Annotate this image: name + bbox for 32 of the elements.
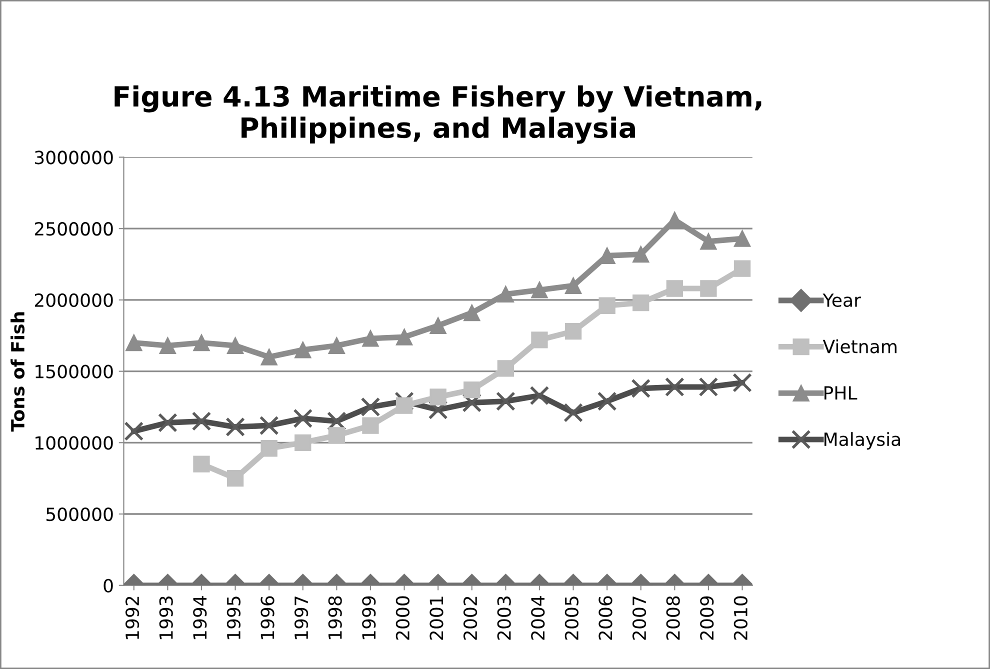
- x-tick-label: 2004: [531, 596, 545, 640]
- legend-label: PHL: [824, 386, 858, 400]
- x-tick-label: 2000: [396, 596, 410, 640]
- y-tick-label: 1000000: [36, 436, 113, 450]
- y-tick-label: 2500000: [34, 222, 113, 236]
- x-tick-label: 2001: [430, 596, 444, 640]
- x-tick-label: 2007: [632, 596, 646, 640]
- x-tick-label: 2008: [666, 596, 680, 640]
- x-tick-label: 2010: [734, 596, 748, 640]
- legend-label: Vietnam: [822, 339, 896, 354]
- x-tick-label: 1998: [328, 596, 342, 640]
- x-tick-label: 1996: [260, 596, 274, 640]
- x-tick-label: 1994: [193, 596, 207, 640]
- x-tick-label: 1999: [362, 596, 376, 640]
- y-tick-label: 3000000: [34, 150, 113, 164]
- y-tick-label: 0: [104, 578, 113, 592]
- chart-title: Figure 4.13 Maritime Fishery by Vietnam, Philippines, and Malaysia: [114, 85, 762, 144]
- x-tick-label: 2009: [700, 596, 714, 640]
- x-tick-label: 2003: [497, 596, 511, 640]
- x-tick-label: 1995: [226, 596, 241, 640]
- x-tick-label: 2006: [598, 596, 612, 640]
- y-axis-title: Tons of Fish: [10, 312, 25, 432]
- legend-label: Malaysia: [824, 432, 900, 450]
- x-tick-label: 1993: [159, 596, 173, 640]
- y-tick-label: 500000: [46, 507, 113, 522]
- x-tick-label: 1992: [125, 596, 140, 640]
- x-tick-label: 2002: [463, 596, 478, 640]
- x-tick-label: 1997: [294, 596, 308, 640]
- y-tick-label: 1500000: [36, 364, 113, 378]
- x-tick-label: 2005: [564, 596, 579, 640]
- y-tick-label: 2000000: [34, 293, 113, 308]
- legend-label: Year: [822, 294, 861, 307]
